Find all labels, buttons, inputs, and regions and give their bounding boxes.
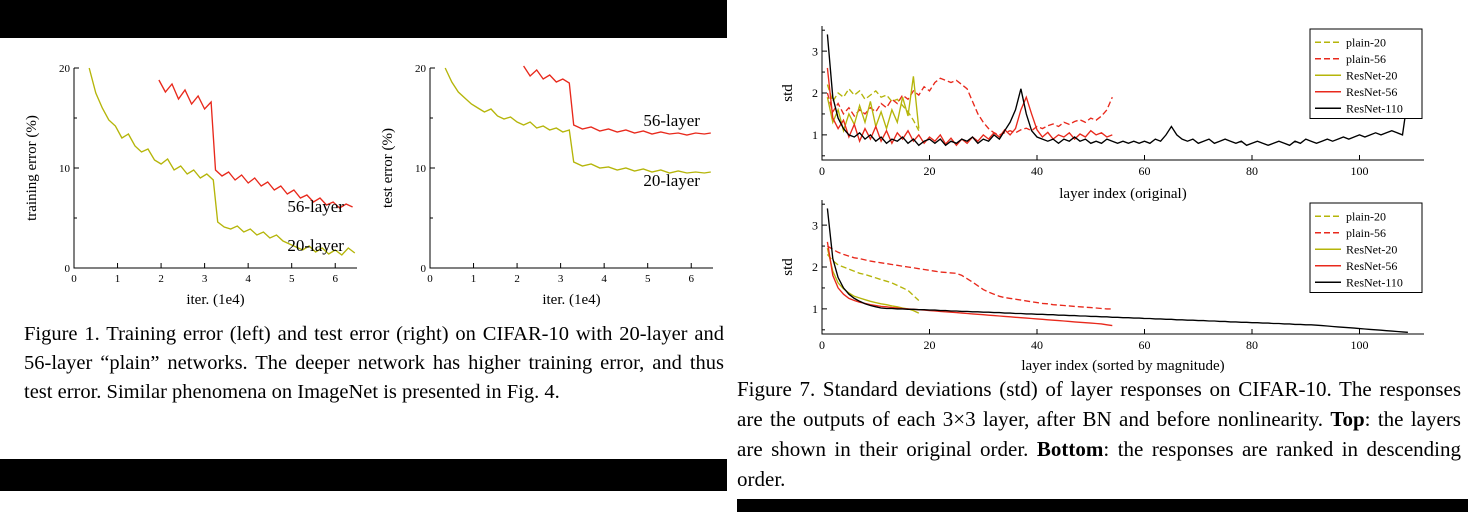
- series-plain-20: [826, 253, 920, 301]
- x-tick-label: 20: [924, 338, 936, 352]
- legend-label-ResNet-20: ResNet-20: [1346, 68, 1397, 82]
- series-ResNet-110: [826, 34, 1409, 147]
- x-tick-label: 2: [514, 273, 520, 285]
- legend-label-plain-20: plain-20: [1346, 35, 1386, 49]
- x-tick-label: 40: [1031, 164, 1043, 178]
- x-tick-label: 80: [1246, 164, 1258, 178]
- series-plain-56: [827, 245, 1113, 310]
- test-error-chart: 0 1 2 3 4 5 6 0 10 20 iter. (1e4) test error (%) 56-…: [380, 63, 713, 308]
- x-tick-label: 100: [1351, 338, 1369, 352]
- series-20-layer: [444, 67, 711, 174]
- x-tick-label: 6: [688, 273, 694, 285]
- black-bar-bottom-right: [737, 499, 1468, 512]
- legend-label-ResNet-110: ResNet-110: [1346, 101, 1403, 115]
- series-56-layer: [523, 65, 711, 136]
- figure1-caption: Figure 1. Training error (left) and test…: [24, 323, 724, 403]
- x-tick-label: 100: [1351, 164, 1369, 178]
- legend-label-ResNet-56: ResNet-56: [1346, 85, 1397, 99]
- x-tick-label: 40: [1031, 338, 1043, 352]
- x-tick-label: 60: [1139, 164, 1151, 178]
- caption-text-run: : the responses are ranked in descending…: [737, 437, 1461, 491]
- x-tick-label: 60: [1139, 338, 1151, 352]
- y-tick-label: 3: [812, 44, 818, 58]
- x-tick-label: 3: [202, 273, 208, 285]
- y-tick-label: 20: [415, 63, 427, 75]
- black-bar-top-left: [0, 0, 727, 38]
- std-original-order-chart: 0 20 40 60 80 100 1 2 3 layer index (original) std…: [780, 26, 1424, 202]
- legend-label-ResNet-110: ResNet-110: [1346, 275, 1403, 289]
- series-ResNet-110: [826, 208, 1408, 333]
- x-tick-label: 0: [71, 273, 77, 285]
- y-tick-label: 0: [65, 263, 71, 275]
- y-axis-label: training error (%): [24, 115, 40, 221]
- x-tick-label: 4: [601, 273, 607, 285]
- x-tick-label: 6: [332, 273, 338, 285]
- x-tick-label: 0: [819, 164, 825, 178]
- x-tick-label: 80: [1246, 338, 1258, 352]
- y-axis-label: std: [780, 258, 796, 276]
- training-error-chart: 0 1 2 3 4 5 6 0 10 20 iter. (1e4) training error (%…: [24, 63, 357, 308]
- series-ResNet-56: [826, 67, 1113, 147]
- y-tick-label: 20: [59, 63, 71, 75]
- legend-box: [1309, 202, 1423, 293]
- x-axis-label: iter. (1e4): [186, 292, 244, 308]
- legend-label-ResNet-20: ResNet-20: [1346, 242, 1397, 256]
- annotation-56-layer: 56-layer: [287, 197, 344, 216]
- annotation-20-layer: 20-layer: [643, 171, 700, 190]
- x-tick-label: 4: [245, 273, 251, 285]
- legend-label-plain-56: plain-56: [1346, 52, 1386, 66]
- x-tick-label: 0: [819, 338, 825, 352]
- caption-text-run: : the layers are shown in their original…: [737, 407, 1461, 461]
- x-tick-label: 5: [645, 273, 651, 285]
- caption-bold-run: Bottom: [1036, 437, 1104, 461]
- y-tick-label: 10: [415, 163, 427, 175]
- x-tick-label: 1: [471, 273, 477, 285]
- legend-label-plain-56: plain-56: [1346, 226, 1386, 240]
- caption-text-run: Figure 7. Standard deviations (std) of l…: [737, 377, 1461, 431]
- std-sorted-chart: 0 20 40 60 80 100 1 2 3 layer index (sorted by ma…: [780, 200, 1424, 374]
- x-tick-label: 20: [924, 164, 936, 178]
- figure7-caption: Figure 7. Standard deviations (std) of l…: [737, 374, 1461, 494]
- y-tick-label: 0: [421, 263, 427, 275]
- y-tick-label: 1: [812, 302, 818, 316]
- series-plain-20: [826, 84, 920, 132]
- y-tick-label: 2: [812, 86, 818, 100]
- caption-bold-run: Top: [1330, 407, 1365, 431]
- x-tick-label: 1: [115, 273, 121, 285]
- legend-box: [1309, 28, 1423, 119]
- series-ResNet-56: [826, 241, 1113, 327]
- y-tick-label: 1: [812, 128, 818, 142]
- y-tick-label: 10: [59, 163, 71, 175]
- x-axis-label: iter. (1e4): [542, 292, 600, 308]
- series-56-layer: [158, 79, 353, 209]
- black-bar-bottom-left: [0, 459, 727, 491]
- y-axis-label: std: [780, 84, 796, 102]
- x-tick-label: 2: [158, 273, 164, 285]
- y-tick-label: 3: [812, 218, 818, 232]
- x-tick-label: 0: [427, 273, 433, 285]
- series-plain-56: [826, 77, 1113, 136]
- annotation-20-layer: 20-layer: [287, 236, 344, 255]
- series-20-layer: [88, 67, 356, 256]
- legend-label-plain-20: plain-20: [1346, 209, 1386, 223]
- y-axis-label: test error (%): [380, 128, 396, 208]
- x-tick-label: 3: [558, 273, 564, 285]
- annotation-56-layer: 56-layer: [643, 111, 700, 130]
- legend-label-ResNet-56: ResNet-56: [1346, 259, 1397, 273]
- x-tick-label: 5: [289, 273, 295, 285]
- x-axis-label: layer index (original): [1059, 186, 1186, 202]
- x-axis-label: layer index (sorted by magnitude): [1021, 358, 1224, 374]
- y-tick-label: 2: [812, 260, 818, 274]
- series-ResNet-20: [826, 248, 920, 314]
